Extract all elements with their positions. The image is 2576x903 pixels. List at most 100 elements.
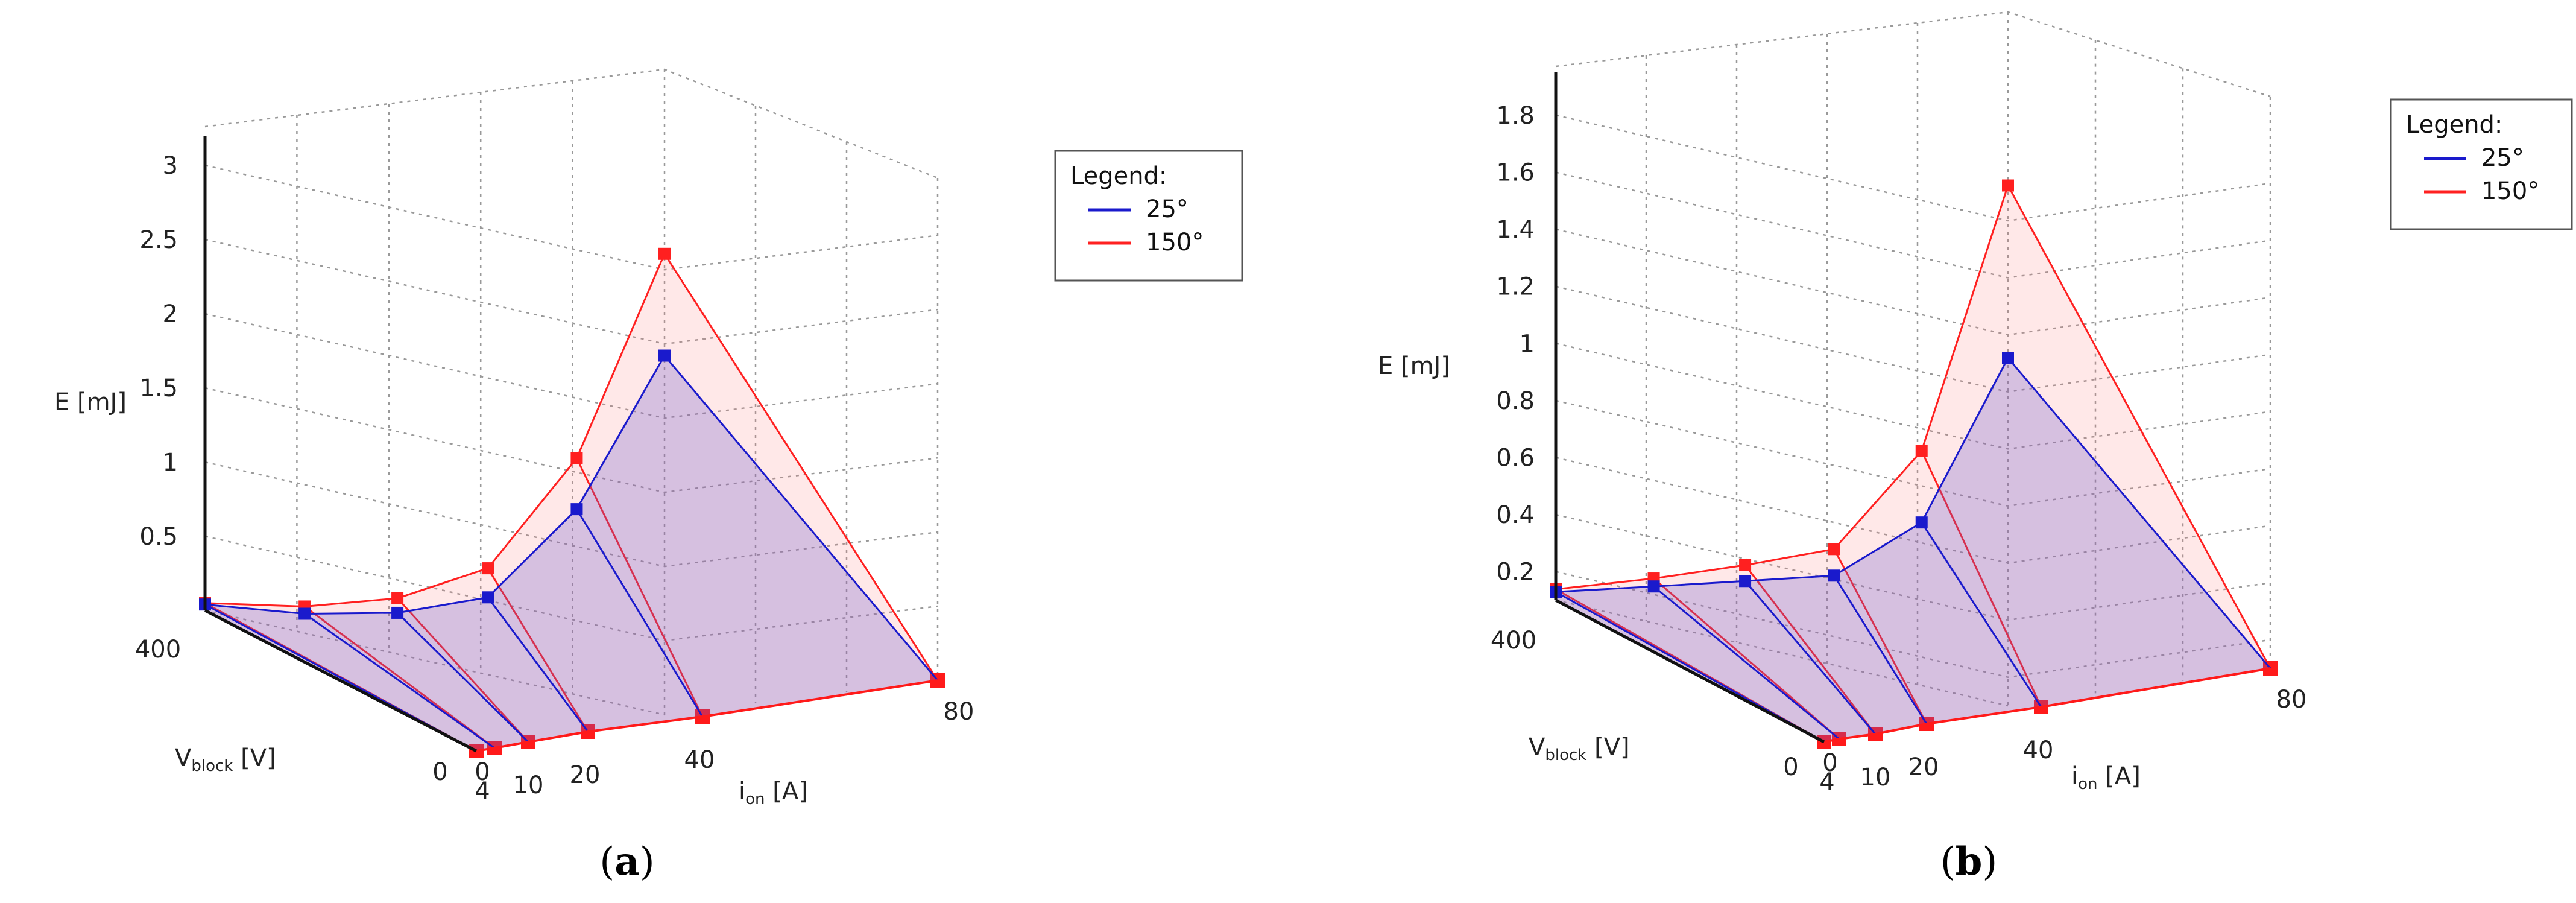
grid-z-line bbox=[1555, 513, 2271, 621]
surface-facet bbox=[1745, 575, 1927, 734]
surface-facet bbox=[1834, 451, 2041, 724]
grid-z-line bbox=[204, 387, 938, 493]
x-tick-label: 10 bbox=[1860, 764, 1891, 791]
series-drop-line bbox=[487, 597, 589, 732]
chart-panel-a: 0.5 1 1.5 2 2.5 3 4 10 20 40 80 400 0 0 E [mJ] Vblock [… bbox=[54, 68, 1243, 884]
surface-facet bbox=[488, 458, 702, 732]
grid-z-line bbox=[1555, 228, 2271, 336]
y-axis-line bbox=[204, 609, 478, 753]
series-150 bbox=[1550, 179, 2278, 749]
series-drop-line bbox=[1921, 522, 2042, 708]
data-point-marker bbox=[298, 607, 311, 620]
grid-z-line bbox=[1555, 399, 2271, 507]
legend-entry-label: 150° bbox=[1146, 229, 1204, 256]
data-point-marker bbox=[570, 452, 583, 464]
panel-caption: (a) bbox=[599, 839, 654, 884]
z-tick-label: 1 bbox=[1520, 330, 1535, 358]
series-25 bbox=[199, 349, 939, 752]
x-tick-label: 20 bbox=[1908, 753, 1939, 781]
legend-title: Legend: bbox=[1070, 162, 1167, 190]
series-drop-line bbox=[1744, 564, 1877, 735]
data-point-marker bbox=[1828, 543, 1840, 556]
data-point-marker bbox=[391, 606, 404, 619]
x-tick-label: 40 bbox=[2023, 737, 2054, 764]
x-tick-label: 0 bbox=[475, 758, 490, 786]
x-axis-line bbox=[476, 679, 938, 752]
z-axis-label: E [mJ] bbox=[54, 388, 127, 416]
series-25 bbox=[1550, 352, 2271, 743]
legend-entry-label: 25° bbox=[2481, 144, 2524, 172]
y-tick-label: 400 bbox=[135, 636, 181, 664]
z-tick-label: 2 bbox=[163, 300, 178, 328]
x-axis-label: ion [A] bbox=[739, 778, 808, 808]
z-tick-label: 0.2 bbox=[1496, 559, 1535, 586]
data-point-marker bbox=[482, 562, 494, 575]
grid-z-line bbox=[204, 238, 938, 345]
series-drop-line bbox=[576, 509, 704, 717]
data-point-marker bbox=[1915, 516, 1928, 529]
y-axis-line bbox=[1555, 598, 1825, 744]
x-tick-label: 20 bbox=[570, 761, 601, 789]
z-tick-label: 0.4 bbox=[1496, 501, 1535, 529]
z-tick-label: 3 bbox=[163, 152, 178, 180]
series-drop-line bbox=[396, 597, 529, 743]
grid-z-line bbox=[1555, 343, 2271, 450]
data-point-marker bbox=[1828, 569, 1840, 582]
x-tick-label: 40 bbox=[684, 746, 715, 774]
surface-facet bbox=[305, 598, 528, 748]
series-drop-line bbox=[2007, 185, 2271, 669]
x-tick-label: 10 bbox=[513, 772, 544, 799]
x-axis-line bbox=[1823, 667, 2271, 743]
surface-facet bbox=[1653, 565, 1875, 739]
z-tick-label: 0.8 bbox=[1496, 387, 1535, 415]
series-drop-line bbox=[487, 568, 589, 732]
z-tick-label: 0.5 bbox=[139, 523, 178, 551]
data-point-marker bbox=[658, 247, 671, 260]
grid-z-line bbox=[1555, 171, 2271, 279]
grid-z-line bbox=[204, 164, 938, 271]
legend-title: Legend: bbox=[2406, 111, 2502, 139]
x-tick-label: 4 bbox=[1819, 768, 1834, 796]
series-drop-line bbox=[304, 613, 495, 749]
x-tick-label: 0 bbox=[1822, 749, 1837, 777]
grid-top-edge bbox=[204, 68, 938, 179]
surface-facet bbox=[576, 253, 938, 717]
surface-facet bbox=[576, 355, 938, 717]
series-drop-line bbox=[304, 606, 495, 749]
surface-facet bbox=[1921, 358, 2270, 707]
data-point-marker bbox=[391, 592, 404, 604]
z-tick-label: 0.6 bbox=[1496, 445, 1535, 472]
series-drop-line bbox=[663, 355, 939, 681]
data-point-marker bbox=[1739, 575, 1752, 588]
series-drop-line bbox=[1653, 577, 1840, 740]
legend: Legend: 25° 150° bbox=[1054, 150, 1243, 282]
z-tick-label: 1.8 bbox=[1496, 102, 1535, 130]
y-tick-label: 400 bbox=[1491, 627, 1536, 654]
data-point-marker bbox=[1915, 445, 1928, 457]
series-drop-line bbox=[1833, 548, 1928, 724]
surface-facet bbox=[1653, 581, 1875, 739]
surface-facet bbox=[397, 597, 588, 742]
legend: Legend: 25° 150° bbox=[2390, 98, 2573, 230]
series-drop-line bbox=[576, 458, 704, 717]
data-point-marker bbox=[658, 349, 671, 362]
y-axis-label: Vblock [V] bbox=[1529, 733, 1630, 764]
series-drop-line bbox=[1744, 580, 1877, 735]
data-point-marker bbox=[2002, 179, 2014, 192]
series-drop-line bbox=[663, 253, 939, 681]
grid-z-line bbox=[1555, 457, 2271, 564]
chart-panel-b: 0.2 0.4 0.6 0.8 1 1.2 1.4 1.6 1.8 4 10 20 40 80 400 0 0 E… bbox=[1378, 11, 2573, 884]
surface-facet bbox=[1556, 586, 1839, 742]
series-drop-line bbox=[1833, 575, 1928, 724]
y-tick-label: 0 bbox=[432, 758, 447, 786]
surface-facet bbox=[1921, 185, 2270, 707]
z-tick-label: 1.4 bbox=[1496, 216, 1535, 244]
series-drop-line bbox=[2007, 357, 2271, 669]
series-drop-line bbox=[1921, 450, 2042, 708]
legend-entry-label: 25° bbox=[1146, 195, 1189, 223]
data-point-marker bbox=[1739, 559, 1752, 571]
legend-box bbox=[1054, 150, 1243, 282]
z-tick-label: 1.5 bbox=[139, 375, 178, 402]
z-tick-label: 1.6 bbox=[1496, 159, 1535, 187]
